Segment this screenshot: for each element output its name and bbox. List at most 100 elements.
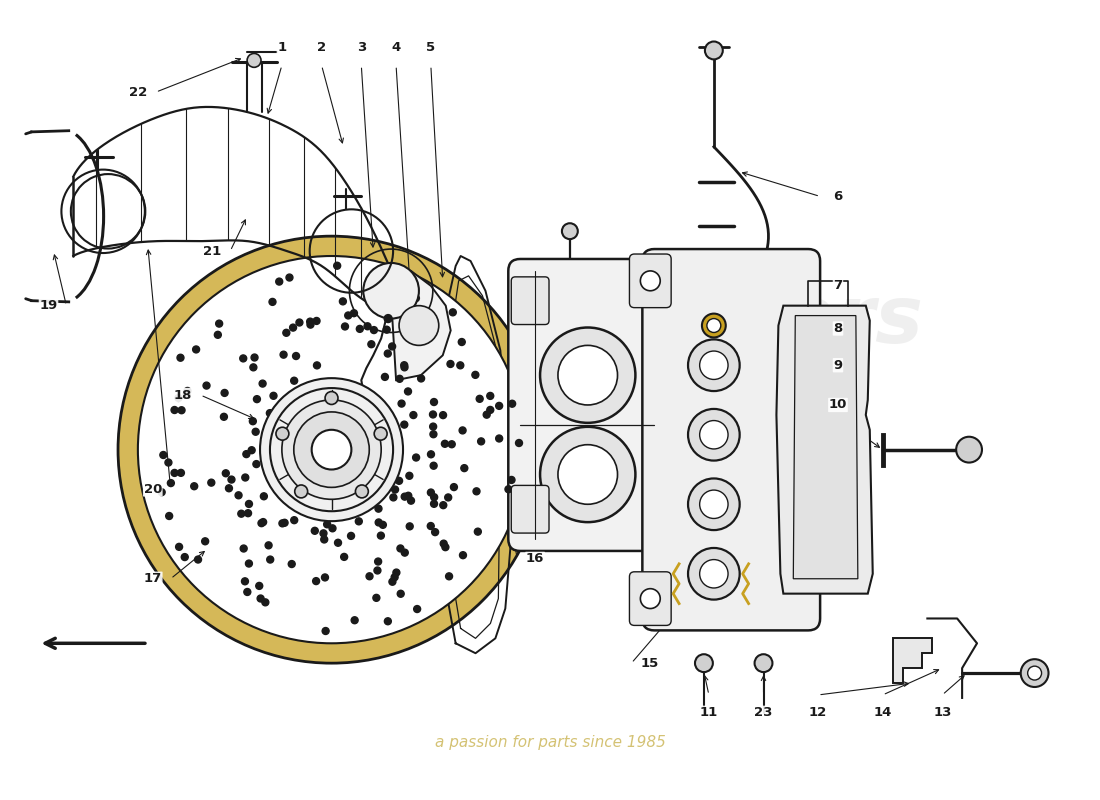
Circle shape: [184, 390, 190, 398]
Circle shape: [402, 364, 408, 371]
Circle shape: [406, 472, 412, 479]
Circle shape: [249, 446, 255, 454]
Circle shape: [250, 364, 257, 371]
Circle shape: [459, 427, 466, 434]
Circle shape: [374, 427, 387, 440]
Text: a passion for parts since 1985: a passion for parts since 1985: [434, 735, 666, 750]
FancyBboxPatch shape: [512, 277, 549, 325]
Circle shape: [396, 478, 403, 484]
Circle shape: [178, 406, 185, 414]
Circle shape: [707, 318, 721, 333]
Circle shape: [356, 326, 363, 332]
Circle shape: [363, 263, 419, 318]
Circle shape: [393, 569, 400, 576]
Circle shape: [431, 529, 439, 536]
Circle shape: [449, 309, 456, 316]
Text: 1: 1: [277, 41, 286, 54]
Circle shape: [270, 298, 276, 306]
Circle shape: [400, 362, 408, 369]
Circle shape: [250, 418, 256, 425]
Text: euroCars: euroCars: [515, 282, 923, 359]
Text: 5: 5: [427, 41, 436, 54]
Circle shape: [252, 428, 260, 435]
Circle shape: [1021, 659, 1048, 687]
Circle shape: [375, 519, 382, 526]
Circle shape: [351, 617, 359, 624]
Circle shape: [508, 400, 516, 407]
Circle shape: [389, 578, 396, 586]
Circle shape: [175, 394, 182, 402]
Circle shape: [640, 589, 660, 609]
Circle shape: [245, 560, 252, 567]
Circle shape: [296, 319, 303, 326]
Circle shape: [251, 354, 258, 361]
Circle shape: [407, 497, 415, 504]
Circle shape: [228, 476, 235, 483]
Circle shape: [288, 561, 295, 567]
FancyBboxPatch shape: [629, 254, 671, 308]
Circle shape: [244, 510, 252, 517]
Circle shape: [384, 618, 392, 625]
FancyBboxPatch shape: [642, 249, 821, 630]
Circle shape: [374, 567, 381, 574]
Text: 23: 23: [755, 706, 772, 719]
Circle shape: [428, 489, 435, 496]
Circle shape: [348, 533, 354, 539]
Circle shape: [474, 528, 482, 535]
Circle shape: [279, 520, 286, 527]
Circle shape: [379, 522, 386, 528]
Circle shape: [700, 490, 728, 518]
Circle shape: [238, 510, 245, 517]
Circle shape: [340, 298, 346, 305]
Circle shape: [280, 351, 287, 358]
Circle shape: [418, 375, 425, 382]
Circle shape: [449, 441, 455, 448]
Circle shape: [375, 505, 382, 512]
Circle shape: [496, 435, 503, 442]
Text: 17: 17: [144, 572, 162, 586]
Circle shape: [417, 328, 425, 335]
Polygon shape: [777, 306, 872, 594]
Circle shape: [307, 321, 314, 328]
Text: 16: 16: [526, 552, 544, 566]
Text: 4: 4: [392, 41, 400, 54]
Circle shape: [351, 310, 358, 317]
Circle shape: [377, 532, 384, 539]
Circle shape: [414, 606, 420, 613]
Circle shape: [323, 521, 331, 528]
Circle shape: [444, 494, 452, 501]
Text: 19: 19: [40, 299, 57, 312]
Circle shape: [398, 400, 405, 407]
Circle shape: [253, 396, 261, 402]
Circle shape: [355, 518, 362, 525]
Circle shape: [428, 451, 435, 458]
Circle shape: [397, 545, 404, 552]
Circle shape: [383, 326, 390, 333]
Circle shape: [399, 306, 439, 346]
Circle shape: [440, 412, 447, 418]
Circle shape: [307, 318, 314, 325]
Circle shape: [326, 391, 338, 405]
Circle shape: [695, 654, 713, 672]
Circle shape: [266, 556, 274, 563]
Circle shape: [322, 627, 329, 634]
Circle shape: [253, 461, 260, 467]
Circle shape: [431, 494, 438, 501]
Circle shape: [182, 554, 188, 561]
Circle shape: [190, 482, 198, 490]
Circle shape: [321, 536, 328, 543]
Text: 7: 7: [834, 279, 843, 292]
Text: 15: 15: [640, 657, 659, 670]
Circle shape: [355, 485, 368, 498]
Circle shape: [456, 362, 464, 369]
Circle shape: [283, 330, 289, 336]
Circle shape: [242, 474, 249, 481]
Circle shape: [1027, 666, 1042, 680]
Circle shape: [956, 437, 982, 462]
Circle shape: [258, 520, 265, 526]
Circle shape: [402, 493, 408, 500]
Text: 21: 21: [204, 245, 221, 258]
Circle shape: [314, 362, 320, 369]
Circle shape: [172, 470, 178, 476]
Circle shape: [286, 274, 293, 281]
